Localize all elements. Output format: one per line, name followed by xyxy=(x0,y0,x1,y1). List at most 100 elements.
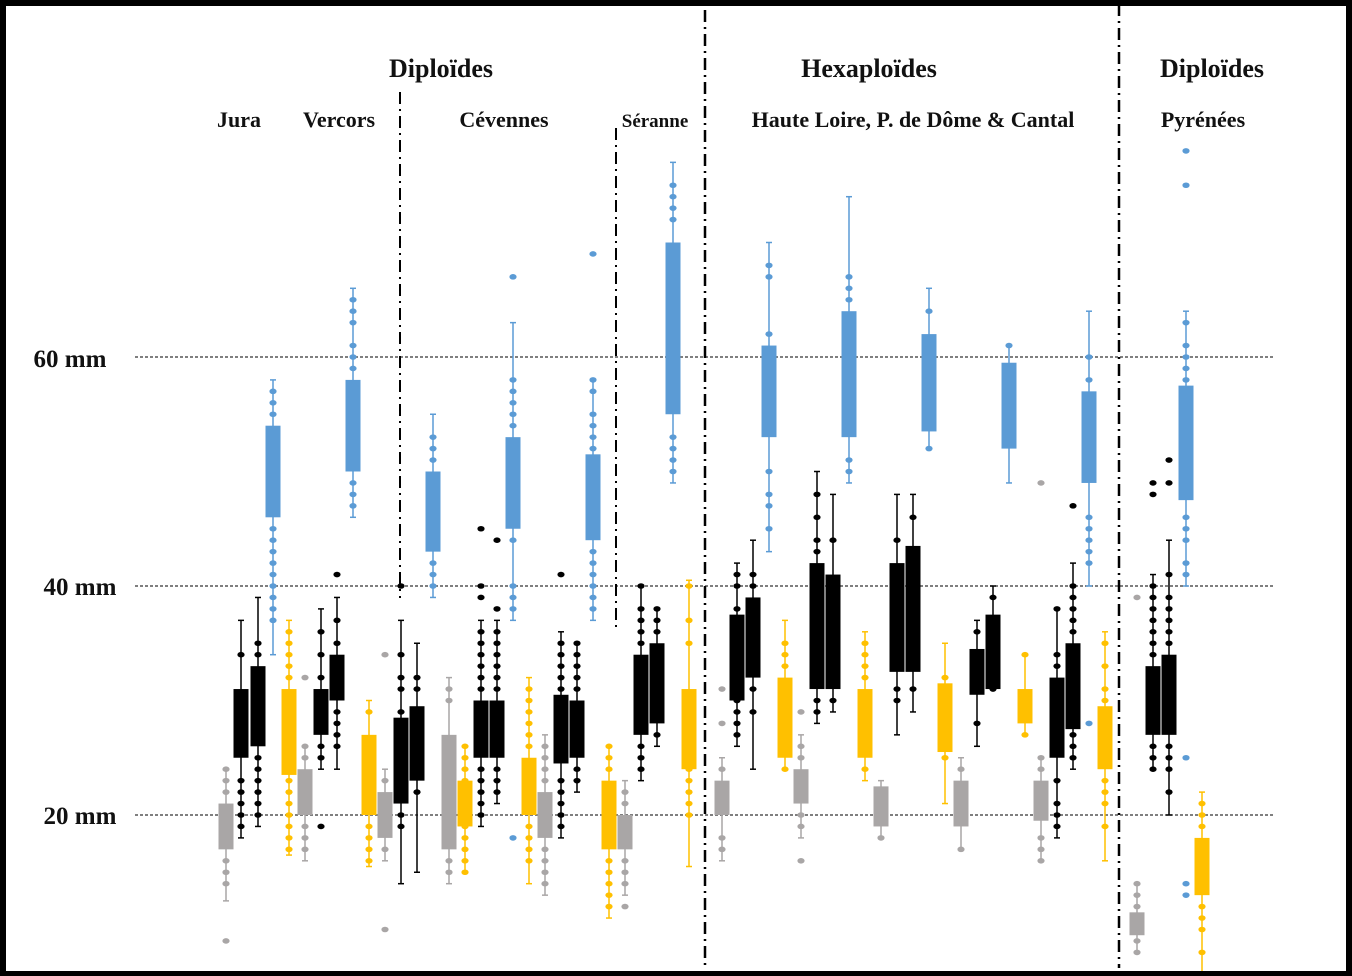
data-point xyxy=(493,674,501,681)
data-point xyxy=(333,709,341,715)
data-point xyxy=(1182,525,1190,532)
data-point xyxy=(813,709,821,715)
data-point xyxy=(1085,560,1093,566)
data-point xyxy=(285,800,293,807)
data-point xyxy=(269,400,277,406)
data-point xyxy=(685,640,693,647)
boxplot-blue xyxy=(265,379,281,656)
boxplot-black xyxy=(649,606,665,748)
data-point xyxy=(477,525,485,532)
boxplot-yellow xyxy=(777,619,793,772)
box xyxy=(1081,391,1097,483)
boxplot-yellow xyxy=(1017,651,1033,738)
data-point xyxy=(1149,491,1157,498)
data-point xyxy=(429,457,437,463)
data-point xyxy=(845,468,853,475)
data-point xyxy=(1053,800,1061,807)
data-point xyxy=(653,606,661,612)
boxplot-black xyxy=(729,562,745,748)
data-point xyxy=(413,789,421,795)
data-point xyxy=(669,182,677,189)
data-point xyxy=(1165,457,1173,463)
region-label-pyrenees: Pyrénées xyxy=(1161,107,1246,132)
data-point xyxy=(1165,571,1173,578)
data-point xyxy=(1133,949,1141,956)
box xyxy=(841,311,857,438)
data-point xyxy=(1149,766,1157,772)
data-point xyxy=(1165,789,1173,795)
data-point xyxy=(1037,766,1045,772)
boxplot-gray xyxy=(793,709,809,864)
data-point xyxy=(925,445,933,452)
data-point xyxy=(685,754,693,761)
data-point xyxy=(1005,342,1013,349)
data-point xyxy=(973,720,981,727)
data-point xyxy=(509,377,517,383)
data-point xyxy=(237,789,245,795)
boxplot-yellow xyxy=(361,699,377,868)
data-point xyxy=(893,537,901,543)
data-point xyxy=(573,640,581,647)
box xyxy=(250,666,266,747)
boxplot-black xyxy=(553,571,569,839)
data-point xyxy=(254,754,262,761)
region-label-auvergne: Haute Loire, P. de Dôme & Cantal xyxy=(752,107,1075,132)
data-point xyxy=(781,766,789,772)
box xyxy=(921,334,937,432)
data-point xyxy=(813,514,821,521)
data-point xyxy=(285,663,293,669)
box xyxy=(905,545,921,672)
data-point xyxy=(525,743,533,750)
data-point xyxy=(269,571,277,578)
data-point xyxy=(1053,606,1061,612)
data-point xyxy=(397,709,405,715)
data-point xyxy=(637,743,645,750)
boxplot-black xyxy=(1065,503,1081,770)
data-point xyxy=(1037,835,1045,841)
data-point xyxy=(1101,640,1109,647)
data-point xyxy=(1085,354,1093,360)
data-point xyxy=(765,503,773,509)
data-point xyxy=(509,274,517,280)
data-point xyxy=(589,594,597,601)
boxplot-black xyxy=(489,537,505,805)
data-point xyxy=(477,686,485,692)
box xyxy=(649,643,665,724)
data-point xyxy=(1149,594,1157,601)
data-point xyxy=(765,274,773,280)
data-point xyxy=(333,732,341,738)
box xyxy=(1017,689,1033,724)
box xyxy=(889,563,905,672)
data-point xyxy=(477,651,485,658)
data-point xyxy=(1165,594,1173,601)
data-point xyxy=(1021,732,1029,738)
data-point xyxy=(285,812,293,818)
boxplot-black xyxy=(985,585,1001,692)
data-point xyxy=(477,594,485,601)
data-point xyxy=(525,846,533,853)
data-point xyxy=(589,377,597,383)
data-point xyxy=(1149,629,1157,635)
box xyxy=(361,734,377,815)
data-point xyxy=(1182,365,1190,372)
boxplot-blue xyxy=(1081,310,1097,727)
data-point xyxy=(477,583,485,589)
data-point xyxy=(589,583,597,589)
data-point xyxy=(349,365,357,372)
data-point xyxy=(493,777,501,784)
data-point xyxy=(1182,880,1190,887)
data-point xyxy=(718,686,726,692)
data-point xyxy=(845,457,853,463)
data-point xyxy=(269,537,277,543)
data-point xyxy=(397,583,405,589)
data-point xyxy=(222,869,230,876)
box xyxy=(377,792,393,838)
data-point xyxy=(493,537,501,543)
boxplot-yellow xyxy=(937,642,953,805)
box xyxy=(585,454,601,541)
data-point xyxy=(317,629,325,635)
boxplot-yellow xyxy=(857,631,873,782)
data-point xyxy=(365,709,373,715)
box xyxy=(665,242,681,415)
data-point xyxy=(1182,354,1190,360)
